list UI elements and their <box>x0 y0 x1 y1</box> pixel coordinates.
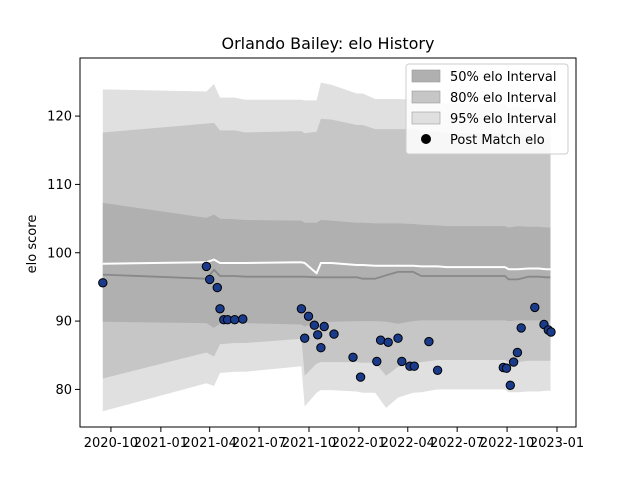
x-tick-label: 2023-01 <box>530 436 584 451</box>
post-match-point <box>409 361 419 371</box>
post-match-point <box>316 343 326 353</box>
post-match-point <box>348 352 358 362</box>
post-match-point <box>309 320 320 330</box>
trend-lines <box>102 258 551 281</box>
post-match-point <box>303 311 314 321</box>
post-match-point <box>372 356 382 367</box>
post-match-point <box>212 282 223 293</box>
post-match-point <box>201 261 212 272</box>
post-match-point <box>383 337 393 347</box>
post-match-point <box>432 365 443 375</box>
x-tick-label: 2021-07 <box>232 436 286 451</box>
post-match-point <box>512 347 523 358</box>
y-tick-label: 80 <box>55 383 72 398</box>
post-match-point <box>238 314 248 324</box>
median-elo-line <box>102 258 551 275</box>
post-match-point <box>98 278 108 288</box>
axes: 2020-102021-012021-042021-072021-102022-… <box>47 57 584 451</box>
legend-marker <box>421 134 431 144</box>
legend-swatch <box>411 90 441 104</box>
x-tick-label: 2022-04 <box>381 436 435 451</box>
legend-swatch <box>411 69 441 83</box>
post-match-point <box>230 315 240 325</box>
post-match-point <box>546 327 556 337</box>
post-match-points <box>98 261 556 390</box>
legend-swatch <box>411 111 441 125</box>
plot-frame <box>79 57 577 428</box>
legend-label: Post Match elo <box>450 133 545 148</box>
interval-bands <box>102 82 551 412</box>
y-tick-label: 90 <box>55 315 72 330</box>
x-tick-label: 2022-07 <box>430 436 484 451</box>
x-tick-label: 2021-04 <box>183 436 237 451</box>
legend-label: 80% elo Interval <box>450 91 557 106</box>
post-match-point <box>319 321 329 332</box>
legend-label: 50% elo Interval <box>450 70 557 85</box>
post-match-point <box>501 363 512 373</box>
post-match-point <box>355 372 366 382</box>
post-match-point <box>313 330 323 340</box>
post-match-point <box>393 333 403 343</box>
y-tick-label: 100 <box>47 246 72 261</box>
post-match-point <box>296 304 307 314</box>
post-match-point <box>215 304 225 314</box>
y-tick-label: 110 <box>47 178 72 193</box>
chart-title: Orlando Bailey: elo History <box>222 34 435 53</box>
post-match-point <box>300 333 310 343</box>
x-tick-label: 2021-01 <box>134 436 188 451</box>
x-tick-label: 2020-10 <box>84 436 138 451</box>
post-match-point <box>375 335 386 345</box>
legend-box <box>405 63 569 155</box>
x-tick-label: 2022-01 <box>332 436 386 451</box>
legend-label: 95% elo Interval <box>450 112 557 127</box>
post-match-point <box>329 329 339 339</box>
x-tick-label: 2022-10 <box>480 436 534 451</box>
legend: 50% elo Interval 80% elo Interval 95% elo … <box>405 63 569 155</box>
post-match-point <box>508 357 519 367</box>
y-axis-label: elo score <box>25 215 40 274</box>
post-match-point <box>397 356 407 367</box>
y-tick-label: 120 <box>47 110 72 125</box>
post-match-point <box>424 336 434 347</box>
band-50-interval <box>102 202 551 328</box>
post-match-point <box>205 274 215 285</box>
mean-elo-line <box>102 268 551 281</box>
post-match-point <box>516 323 526 333</box>
x-tick-label: 2021-10 <box>282 436 336 451</box>
post-match-point <box>505 380 515 390</box>
post-match-point <box>530 302 540 313</box>
